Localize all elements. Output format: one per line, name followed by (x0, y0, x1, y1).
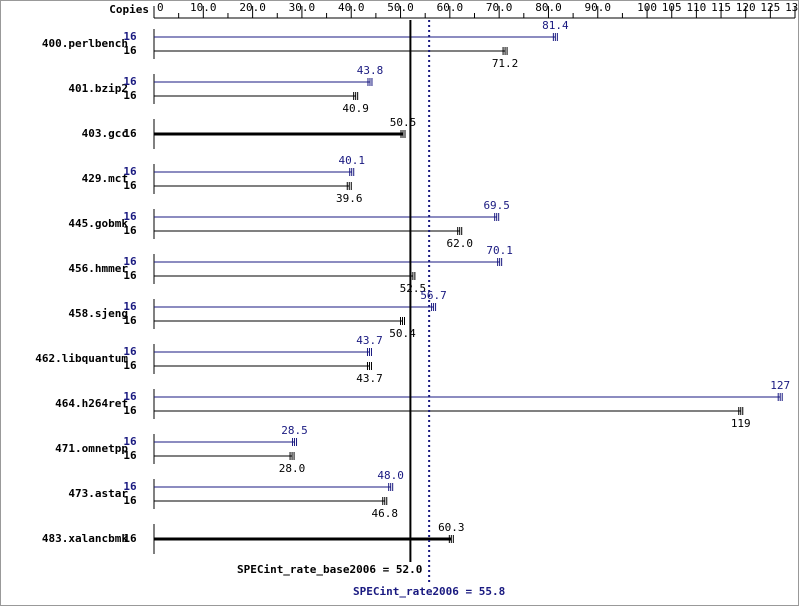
benchmark-name: 458.sjeng (68, 307, 128, 320)
x-tick-label: 30.0 (289, 1, 316, 14)
x-tick-label: 90.0 (585, 1, 612, 14)
copies: 16 (123, 224, 137, 237)
x-tick-label: 125 (760, 1, 780, 14)
copies: 16 (123, 314, 137, 327)
copies: 16 (123, 127, 137, 140)
value-label: 52.5 (400, 282, 427, 295)
copies: 16 (123, 345, 137, 358)
value-label: 119 (731, 417, 751, 430)
value-label: 127 (770, 379, 790, 392)
copies: 16 (123, 404, 137, 417)
copies: 16 (123, 532, 137, 545)
copies: 16 (123, 359, 137, 372)
benchmark-name: 473.astar (68, 487, 128, 500)
value-label: 81.4 (542, 19, 569, 32)
x-tick-label: 105 (662, 1, 682, 14)
copies: 16 (123, 390, 137, 403)
benchmark-name: 400.perlbench (42, 37, 128, 50)
copies: 16 (123, 44, 137, 57)
value-label: 60.3 (438, 521, 465, 534)
benchmark-name: 429.mcf (82, 172, 128, 185)
copies: 16 (123, 30, 137, 43)
x-tick-label: 120 (736, 1, 756, 14)
copies: 16 (123, 480, 137, 493)
value-label: 71.2 (492, 57, 519, 70)
x-tick-label: 50.0 (387, 1, 414, 14)
benchmark-name: 464.h264ref (55, 397, 128, 410)
value-label: 40.1 (338, 154, 365, 167)
benchmark-name: 471.omnetpp (55, 442, 128, 455)
x-tick-label: 40.0 (338, 1, 365, 14)
x-tick-label: 20.0 (239, 1, 266, 14)
peak-label: SPECint_rate2006 = 55.8 (353, 585, 505, 598)
benchmark-name: 462.libquantum (35, 352, 128, 365)
benchmark-name: 445.gobmk (68, 217, 128, 230)
copies: 16 (123, 75, 137, 88)
value-label: 62.0 (446, 237, 473, 250)
x-tick-label: 10.0 (190, 1, 217, 14)
x-tick-label: 80.0 (535, 1, 562, 14)
value-label: 28.0 (279, 462, 306, 475)
value-label: 70.1 (486, 244, 513, 257)
base-label: SPECint_rate_base2006 = 52.0 (237, 563, 422, 576)
x-tick-label: 100 (637, 1, 657, 14)
benchmark-name: 483.xalancbmk (42, 532, 128, 545)
x-tick-label: 0 (157, 1, 164, 14)
x-tick-label: 130 (785, 1, 799, 14)
copies: 16 (123, 435, 137, 448)
value-label: 69.5 (483, 199, 510, 212)
value-label: 28.5 (281, 424, 308, 437)
copies: 16 (123, 255, 137, 268)
x-tick-label: 110 (686, 1, 706, 14)
value-label: 40.9 (342, 102, 369, 115)
value-label: 48.0 (377, 469, 404, 482)
copies: 16 (123, 165, 137, 178)
copies: 16 (123, 300, 137, 313)
x-tick-label: 60.0 (437, 1, 464, 14)
benchmark-name: 403.gcc (82, 127, 128, 140)
copies: 16 (123, 269, 137, 282)
value-label: 43.7 (356, 372, 383, 385)
benchmark-name: 401.bzip2 (68, 82, 128, 95)
value-label: 39.6 (336, 192, 363, 205)
value-label: 56.7 (420, 289, 447, 302)
copies: 16 (123, 179, 137, 192)
copies: 16 (123, 210, 137, 223)
value-label: 50.4 (389, 327, 416, 340)
copies: 16 (123, 494, 137, 507)
value-label: 46.8 (372, 507, 399, 520)
x-tick-label: 115 (711, 1, 731, 14)
benchmark-name: 456.hmmer (68, 262, 128, 275)
copies: 16 (123, 89, 137, 102)
value-label: 50.5 (390, 116, 417, 129)
copies: 16 (123, 449, 137, 462)
value-label: 43.8 (357, 64, 384, 77)
copies-header: Copies (109, 3, 149, 16)
x-tick-label: 70.0 (486, 1, 513, 14)
value-label: 43.7 (356, 334, 383, 347)
